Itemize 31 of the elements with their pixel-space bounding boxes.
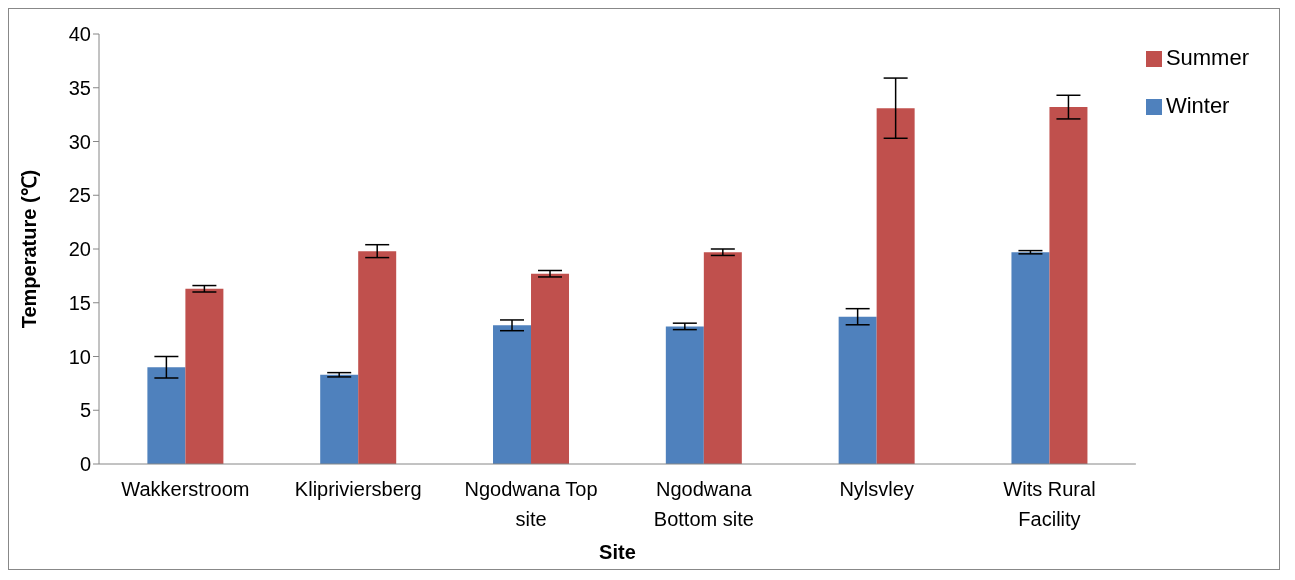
- x-tick-label: Ngodwana Bottom site: [653, 478, 754, 530]
- x-tick-label: Nylsvley: [839, 478, 914, 500]
- bar: [185, 288, 224, 464]
- y-tick-label: 10: [68, 345, 91, 368]
- y-tick-label: 30: [68, 130, 91, 153]
- x-tick-label: Klipriviersberg: [294, 478, 422, 500]
- y-tick-label: 5: [79, 399, 91, 422]
- y-tick-label: 15: [68, 291, 91, 314]
- x-tick-label: Wits Rural Facility: [1003, 478, 1096, 530]
- x-tick-label: Ngodwana Top site: [464, 478, 598, 530]
- y-tick-label: 25: [68, 184, 91, 207]
- bar: [665, 326, 704, 464]
- y-axis-title: Temperature (℃): [18, 169, 41, 329]
- bar: [147, 367, 186, 464]
- x-axis-title: Site: [599, 541, 636, 563]
- bar: [703, 252, 742, 464]
- bar: [1011, 252, 1050, 464]
- y-tick-label: 40: [68, 23, 91, 46]
- y-tick-label: 20: [68, 238, 91, 261]
- x-tick-label: Wakkerstroom: [121, 478, 250, 500]
- bar: [876, 108, 915, 464]
- y-tick-label: 0: [79, 453, 91, 476]
- bar: [358, 251, 397, 464]
- legend-label: Summer: [1165, 45, 1249, 70]
- bar: [531, 273, 570, 464]
- bar: [838, 316, 877, 464]
- y-tick-label: 35: [68, 76, 91, 99]
- bar: [1049, 107, 1088, 464]
- bar: [320, 374, 359, 464]
- bar: [493, 325, 532, 464]
- legend-label: Winter: [1165, 93, 1230, 118]
